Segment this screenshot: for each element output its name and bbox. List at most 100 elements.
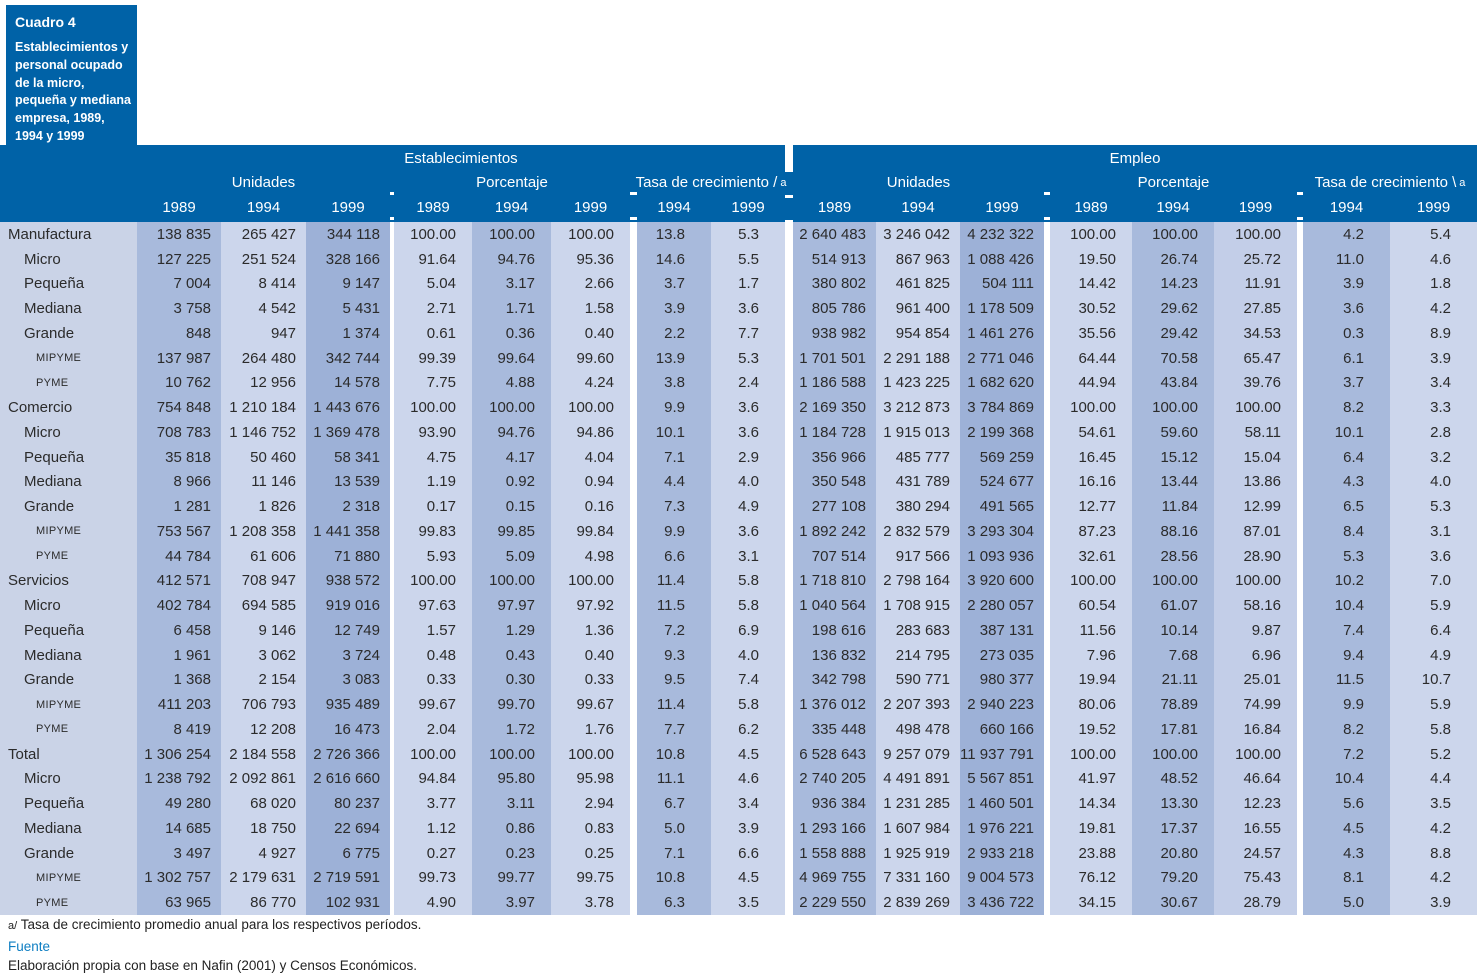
table-row: Servicios 412 571 708 947 938 572 100.00 100.… xyxy=(0,568,1477,594)
cell: 2 092 861 xyxy=(221,766,306,792)
cell: 99.75 xyxy=(551,865,630,891)
cell: 1.29 xyxy=(472,618,551,643)
cell: 6.3 xyxy=(637,890,711,915)
cell: 342 744 xyxy=(306,345,390,371)
cell: 1 708 915 xyxy=(876,593,960,618)
column-separator xyxy=(390,271,394,297)
cell: 4.98 xyxy=(551,543,630,569)
table-number: Cuadro 4 xyxy=(15,14,76,30)
cell: 2 207 393 xyxy=(876,692,960,717)
cell: 6.2 xyxy=(711,717,785,742)
cell: 1 208 358 xyxy=(221,519,306,544)
header-corner xyxy=(0,145,137,172)
cell: 251 524 xyxy=(221,246,306,272)
column-separator xyxy=(1297,840,1303,866)
column-separator xyxy=(1297,271,1303,297)
cell: 5.8 xyxy=(711,568,785,594)
cell: 39.76 xyxy=(1214,370,1297,396)
cell: 11.5 xyxy=(1303,667,1390,693)
cell: 2.71 xyxy=(394,296,472,321)
cell: 1.71 xyxy=(472,296,551,321)
cell: 3.11 xyxy=(472,791,551,816)
cell: 5.09 xyxy=(472,543,551,569)
table-row: Pequeña 6 458 9 146 12 749 1.57 1.29 1.36 7.2 6.… xyxy=(0,618,1477,643)
cell: 94.76 xyxy=(472,420,551,445)
cell: 2 771 046 xyxy=(960,345,1044,371)
cell: 3.9 xyxy=(711,816,785,841)
cell: 12 749 xyxy=(306,618,390,643)
column-separator xyxy=(630,618,637,643)
column-separator xyxy=(630,692,637,717)
column-separator xyxy=(1297,395,1303,420)
cell: 49 280 xyxy=(137,791,221,816)
column-separator xyxy=(630,420,637,445)
cell: 127 225 xyxy=(137,246,221,272)
cell: 11 146 xyxy=(221,469,306,495)
cell: 94.76 xyxy=(472,246,551,272)
row-label: Pequeña xyxy=(0,618,137,643)
cell: 100.00 xyxy=(472,568,551,594)
cell: 43.84 xyxy=(1132,370,1214,396)
cell: 2 832 579 xyxy=(876,519,960,544)
year-header: 1999 xyxy=(573,199,608,217)
cell: 9 146 xyxy=(221,618,306,643)
row-label: Mediana xyxy=(0,816,137,841)
footnote-a: a/ Tasa de crecimiento promedio anual pa… xyxy=(8,917,421,932)
table-title-line: empresa, 1989, xyxy=(15,111,105,125)
row-label: Micro xyxy=(0,593,137,618)
row-label: Manufactura xyxy=(0,222,137,247)
cell: 4 491 891 xyxy=(876,766,960,792)
cell: 99.67 xyxy=(551,692,630,717)
cell: 8 419 xyxy=(137,717,221,742)
column-separator xyxy=(390,395,394,420)
cell: 2.8 xyxy=(1390,420,1477,445)
table-row: Total 1 306 254 2 184 558 2 726 366 100.00 10… xyxy=(0,741,1477,767)
cell: 19.81 xyxy=(1050,816,1132,841)
cell: 16.45 xyxy=(1050,444,1132,470)
cell: 1.58 xyxy=(551,296,630,321)
source-label[interactable]: Fuente xyxy=(8,939,51,954)
cell: 514 913 xyxy=(793,246,876,272)
column-separator xyxy=(1044,420,1050,445)
column-separator xyxy=(1044,568,1050,594)
cell: 2.9 xyxy=(711,444,785,470)
column-separator xyxy=(785,543,793,569)
row-label: Micro xyxy=(0,246,137,272)
cell: 68 020 xyxy=(221,791,306,816)
group-separator xyxy=(630,192,637,195)
column-separator xyxy=(785,816,793,841)
cell: 411 203 xyxy=(137,692,221,717)
cell: 283 683 xyxy=(876,618,960,643)
cell: 6.1 xyxy=(1303,345,1390,371)
cell: 14 578 xyxy=(306,370,390,396)
year-header: 1999 xyxy=(1416,199,1451,217)
column-separator xyxy=(390,791,394,816)
table-row: PYME 44 784 61 606 71 880 5.93 5.09 4.98 6.6 3.1… xyxy=(0,543,1477,569)
cell: 7.75 xyxy=(394,370,472,396)
cell: 4.4 xyxy=(1390,766,1477,792)
cell: 6.4 xyxy=(1390,618,1477,643)
cell: 5.04 xyxy=(394,271,472,297)
cell: 5.2 xyxy=(1390,741,1477,767)
column-separator xyxy=(1297,667,1303,693)
cell: 16 473 xyxy=(306,717,390,742)
cell: 4.75 xyxy=(394,444,472,470)
column-separator xyxy=(1297,222,1303,247)
column-separator xyxy=(1044,222,1050,247)
cell: 97.97 xyxy=(472,593,551,618)
cell: 4.5 xyxy=(1303,816,1390,841)
cell: 2.4 xyxy=(711,370,785,396)
cell: 3.4 xyxy=(711,791,785,816)
cell: 1 892 242 xyxy=(793,519,876,544)
cell: 491 565 xyxy=(960,494,1044,519)
cell: 28.90 xyxy=(1214,543,1297,569)
cell: 74.99 xyxy=(1214,692,1297,717)
table-row: Grande 848 947 1 374 0.61 0.36 0.40 2.2 7.7 938 9… xyxy=(0,321,1477,346)
column-separator xyxy=(785,840,793,866)
cell: 99.39 xyxy=(394,345,472,371)
cell: 12.23 xyxy=(1214,791,1297,816)
cell: 41.97 xyxy=(1050,766,1132,792)
cell: 4.3 xyxy=(1303,840,1390,866)
cell: 954 854 xyxy=(876,321,960,346)
